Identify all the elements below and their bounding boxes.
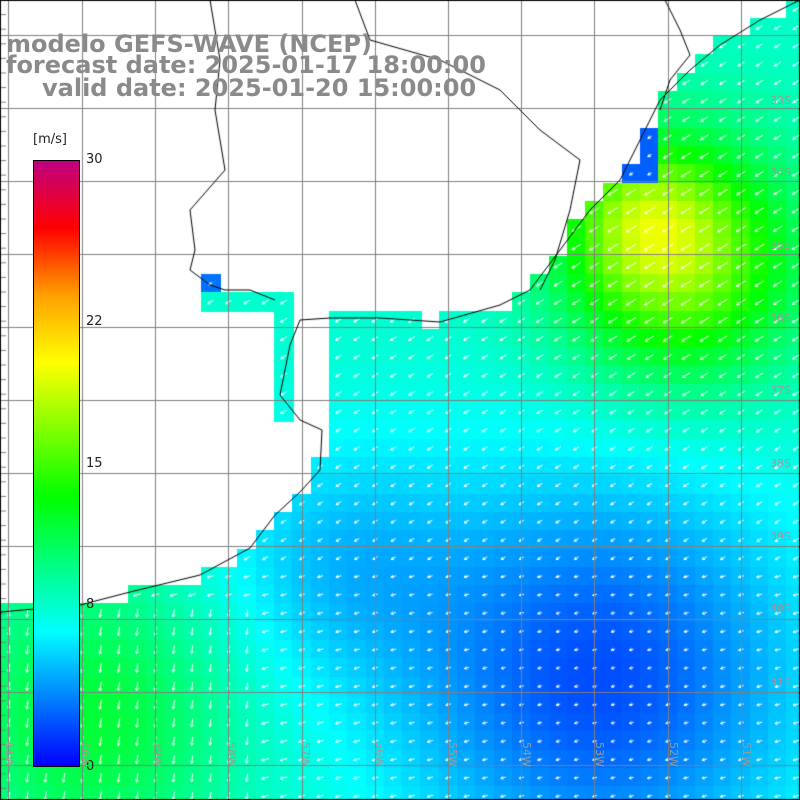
latitude-label: 35S: [770, 239, 791, 252]
longitude-label: 56W: [373, 742, 386, 767]
latitude-label: 33S: [770, 94, 791, 107]
latitude-label: 40S: [770, 602, 791, 615]
colorbar: [33, 160, 80, 767]
model-title: modelo GEFS-WAVE (NCEP): [6, 30, 372, 58]
longitude-label: 52W: [667, 742, 680, 767]
colorbar-tick-label: 22: [86, 313, 103, 329]
colorbar-unit: [m/s]: [33, 132, 67, 147]
longitude-label: 61W: [3, 742, 16, 767]
longitude-label: 60W: [78, 742, 91, 767]
colorbar-tick-label: 0: [86, 759, 95, 774]
latitude-label: 36S: [770, 312, 791, 325]
longitude-label: 51W: [740, 742, 753, 767]
latitude-label: 34S: [770, 166, 791, 179]
longitude-label: 53W: [593, 742, 606, 767]
colorbar-tick-label: 30: [86, 152, 103, 167]
latitude-label: 39S: [770, 530, 791, 543]
colorbar-tick-label: 8: [86, 597, 95, 613]
longitude-label: 59W: [151, 742, 164, 767]
longitude-label: 55W: [446, 742, 459, 767]
colorbar-tick-label: 15: [86, 455, 103, 471]
latitude-label: 41S: [770, 676, 791, 689]
forecast-date: forecast date: 2025-01-17 18:00:00: [6, 51, 486, 79]
longitude-label: 58W: [225, 742, 238, 767]
valid-date: valid date: 2025-01-20 15:00:00: [42, 74, 477, 102]
latitude-label: 37S: [770, 384, 791, 397]
longitude-label: 57W: [299, 742, 312, 767]
longitude-label: 54W: [520, 742, 533, 767]
latitude-label: 38S: [770, 457, 791, 470]
